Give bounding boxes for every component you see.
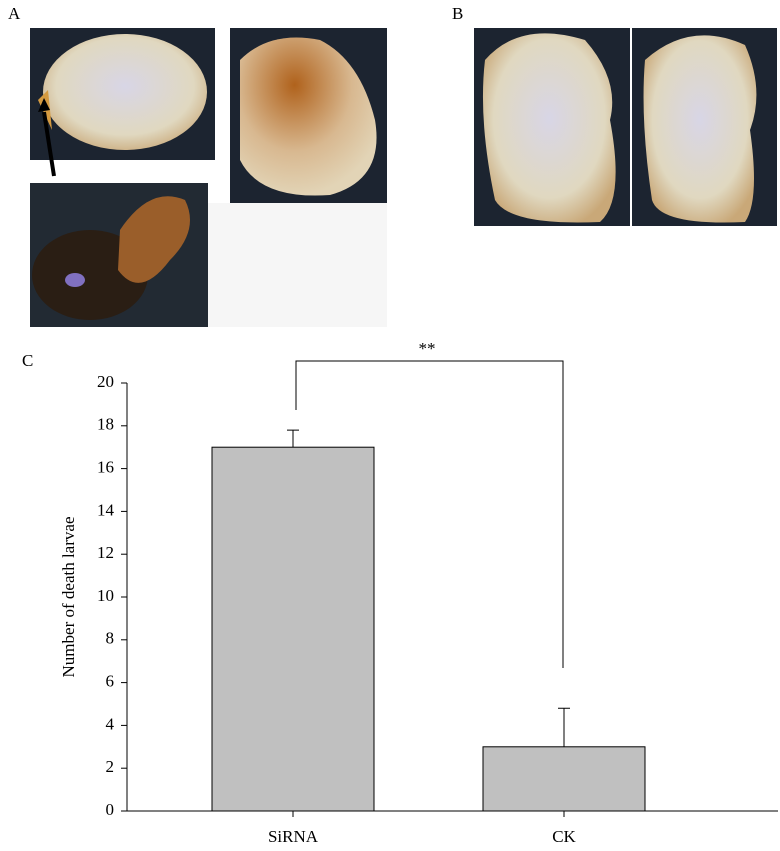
- error-bar: [558, 707, 570, 747]
- panel-b-photos: [474, 28, 777, 226]
- significance-label: **: [419, 339, 436, 358]
- y-tick-label: 2: [106, 757, 115, 776]
- panel-label: B: [452, 4, 463, 23]
- y-tick-label: 14: [97, 500, 115, 519]
- y-tick-label: 18: [97, 415, 114, 434]
- y-tick-label: 8: [106, 629, 115, 648]
- y-tick-label: 12: [97, 543, 114, 562]
- x-tick-label: CK: [552, 827, 576, 846]
- y-tick-label: 0: [106, 800, 115, 819]
- y-tick-label: 4: [106, 714, 115, 733]
- y-axis-label: Number of death larvae: [59, 517, 78, 678]
- panel-label: A: [8, 4, 21, 23]
- y-tick-label: 20: [97, 372, 114, 391]
- error-bar: [287, 429, 299, 448]
- panel-a-photos: [30, 28, 387, 327]
- panel-label: C: [22, 351, 33, 370]
- significance-bracket: [295, 360, 564, 668]
- y-tick-label: 10: [97, 586, 114, 605]
- y-tick-label: 16: [97, 458, 114, 477]
- x-tick-label: SiRNA: [268, 827, 319, 846]
- bar: [482, 746, 646, 812]
- y-tick-label: 6: [106, 672, 115, 691]
- bar: [211, 446, 375, 812]
